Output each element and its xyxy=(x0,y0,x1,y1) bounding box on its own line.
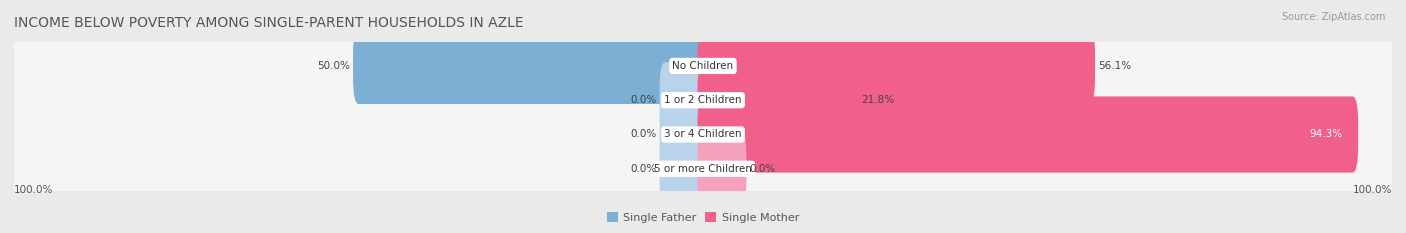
Text: Source: ZipAtlas.com: Source: ZipAtlas.com xyxy=(1281,12,1385,22)
Text: 56.1%: 56.1% xyxy=(1098,61,1130,71)
FancyBboxPatch shape xyxy=(659,96,709,173)
FancyBboxPatch shape xyxy=(13,56,1393,145)
Text: INCOME BELOW POVERTY AMONG SINGLE-PARENT HOUSEHOLDS IN AZLE: INCOME BELOW POVERTY AMONG SINGLE-PARENT… xyxy=(14,16,523,30)
Text: 0.0%: 0.0% xyxy=(631,95,657,105)
Text: 50.0%: 50.0% xyxy=(318,61,350,71)
Text: 5 or more Children: 5 or more Children xyxy=(654,164,752,174)
Legend: Single Father, Single Mother: Single Father, Single Mother xyxy=(602,208,804,227)
Text: 0.0%: 0.0% xyxy=(631,130,657,140)
Text: 3 or 4 Children: 3 or 4 Children xyxy=(664,130,742,140)
Text: 0.0%: 0.0% xyxy=(631,164,657,174)
Text: 21.8%: 21.8% xyxy=(862,95,894,105)
FancyBboxPatch shape xyxy=(13,124,1393,213)
Text: 0.0%: 0.0% xyxy=(749,164,775,174)
Text: 100.0%: 100.0% xyxy=(14,185,53,195)
Text: 1 or 2 Children: 1 or 2 Children xyxy=(664,95,742,105)
Text: 94.3%: 94.3% xyxy=(1309,130,1343,140)
FancyBboxPatch shape xyxy=(697,131,747,207)
Text: No Children: No Children xyxy=(672,61,734,71)
FancyBboxPatch shape xyxy=(13,90,1393,179)
Text: 100.0%: 100.0% xyxy=(1353,185,1392,195)
FancyBboxPatch shape xyxy=(353,28,709,104)
FancyBboxPatch shape xyxy=(659,62,709,138)
FancyBboxPatch shape xyxy=(697,28,1095,104)
FancyBboxPatch shape xyxy=(13,21,1393,110)
FancyBboxPatch shape xyxy=(659,131,709,207)
FancyBboxPatch shape xyxy=(697,96,1358,173)
FancyBboxPatch shape xyxy=(697,62,859,138)
